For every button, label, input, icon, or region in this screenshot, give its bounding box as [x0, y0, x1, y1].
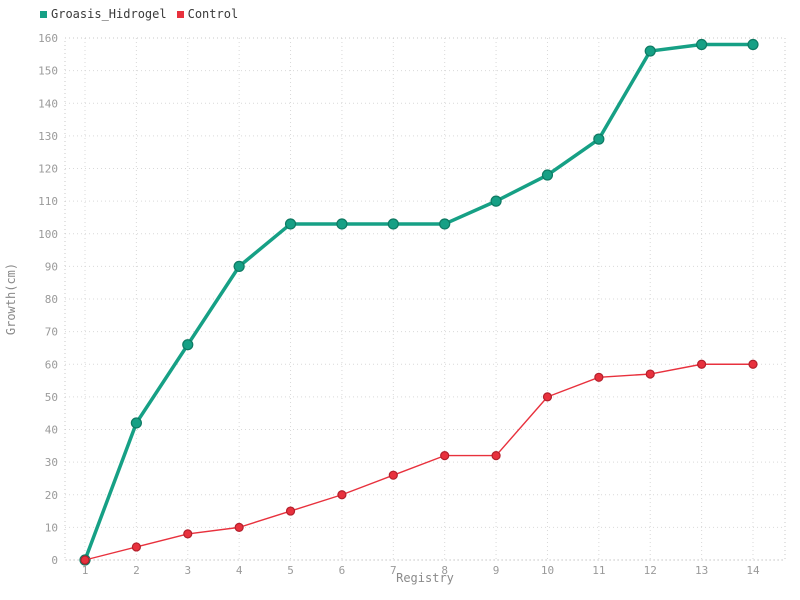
legend-swatch-icon [176, 10, 184, 18]
legend-item-groasis_hidrogel: Groasis_Hidrogel [40, 8, 167, 20]
data-point-marker-control [285, 506, 296, 516]
x-tick-label: 2 [133, 564, 140, 577]
data-point-marker-control [748, 359, 758, 369]
x-tick-label: 7 [390, 564, 397, 577]
y-tick-label: 160 [38, 32, 58, 45]
y-tick-label: 10 [45, 521, 58, 534]
data-point-marker-groasis_hidrogel [130, 417, 142, 429]
y-tick-label: 120 [38, 163, 58, 176]
data-point-marker-groasis_hidrogel [233, 260, 245, 272]
x-tick-label: 13 [695, 564, 708, 577]
data-point-marker-control [80, 555, 90, 565]
data-point-marker-control [542, 392, 553, 402]
y-tick-label: 60 [45, 358, 58, 371]
y-tick-label: 90 [45, 260, 58, 273]
y-tick-label: 0 [51, 554, 58, 567]
y-axis-label: Growth(cm) [4, 263, 18, 335]
data-point-marker-groasis_hidrogel [747, 38, 759, 51]
data-point-marker-groasis_hidrogel [182, 339, 194, 351]
y-tick-label: 40 [45, 424, 58, 437]
y-tick-label: 50 [45, 391, 58, 404]
series-line-groasis_hidrogel [83, 42, 755, 562]
x-tick-label: 5 [287, 564, 294, 577]
data-point-marker-control [183, 529, 193, 539]
data-point-marker-groasis_hidrogel [439, 218, 451, 230]
series-line-control [84, 363, 754, 561]
x-tick-label: 6 [339, 564, 346, 577]
data-point-marker-groasis_hidrogel [644, 45, 656, 57]
data-point-marker-groasis_hidrogel [490, 195, 502, 207]
legend: Groasis_Hidrogel Control [40, 8, 238, 20]
data-point-marker-groasis_hidrogel [593, 133, 605, 145]
x-axis-label: Registry [396, 571, 454, 585]
x-tick-label: 10 [541, 564, 554, 577]
legend-label: Control [187, 7, 239, 21]
data-point-marker-control [337, 490, 347, 500]
data-point-marker-control [234, 522, 244, 532]
x-tick-label: 9 [493, 564, 500, 577]
data-point-marker-groasis_hidrogel [696, 38, 708, 51]
y-tick-label: 100 [38, 228, 58, 241]
y-tick-label: 30 [45, 456, 58, 469]
data-point-marker-control [594, 372, 604, 382]
legend-swatch-icon [40, 10, 47, 18]
x-tick-label: 1 [82, 564, 89, 577]
legend-label: Groasis_Hidrogel [51, 7, 167, 21]
data-point-marker-control [645, 369, 655, 379]
x-tick-label: 3 [184, 564, 191, 577]
y-tick-label: 110 [38, 195, 58, 208]
y-tick-label: 70 [45, 326, 58, 339]
x-tick-label: 12 [644, 564, 657, 577]
data-point-marker-groasis_hidrogel [387, 218, 399, 230]
x-tick-label: 14 [746, 564, 760, 577]
data-point-marker-control [440, 451, 450, 461]
data-point-marker-control [388, 470, 398, 480]
x-tick-label: 4 [236, 564, 243, 577]
y-tick-label: 80 [45, 293, 58, 306]
x-tick-label: 11 [592, 564, 605, 577]
y-tick-label: 20 [45, 489, 58, 502]
data-point-marker-groasis_hidrogel [336, 218, 348, 230]
y-tick-label: 150 [38, 65, 58, 78]
legend-item-control: Control [176, 7, 239, 21]
data-point-marker-groasis_hidrogel [284, 218, 297, 230]
plot-border [64, 37, 786, 561]
data-point-marker-groasis_hidrogel [541, 169, 554, 181]
data-point-marker-control [491, 451, 501, 461]
data-point-marker-control [131, 542, 141, 552]
y-tick-label: 130 [38, 130, 58, 143]
data-point-marker-control [697, 359, 707, 369]
x-tick-label: 8 [441, 564, 448, 577]
y-tick-label: 140 [38, 97, 58, 110]
